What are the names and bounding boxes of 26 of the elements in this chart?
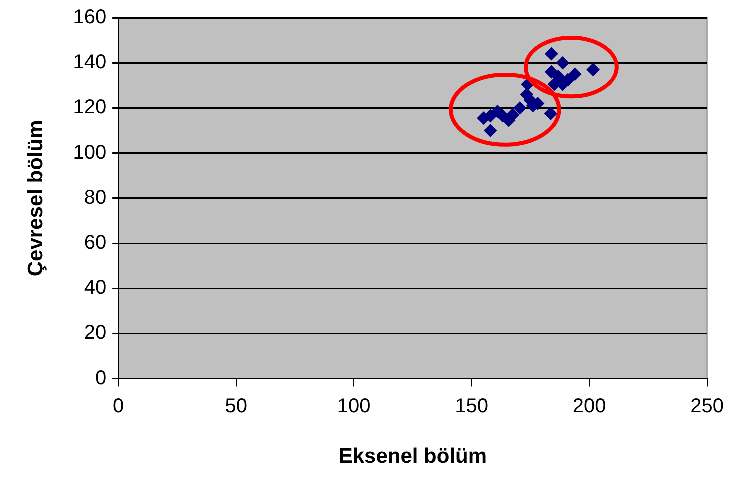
x-tick-label: 200 <box>572 395 606 418</box>
point <box>568 68 582 81</box>
y-axis-title: Çevresel bölüm <box>24 120 48 277</box>
point <box>477 112 490 125</box>
point <box>586 63 600 76</box>
y-tick-label: 80 <box>84 186 107 209</box>
y-tick-label: 60 <box>84 232 107 254</box>
x-tick-label: 0 <box>113 395 124 418</box>
x-tick-label: 100 <box>337 395 371 418</box>
x-tick-label: 50 <box>225 395 248 418</box>
y-tick-label: 140 <box>73 52 107 74</box>
y-tick-label: 0 <box>95 367 107 390</box>
point <box>544 107 558 120</box>
y-tick-label: 160 <box>73 6 107 29</box>
y-tick-label: 100 <box>73 142 107 164</box>
x-axis-title: Eksenel bölüm <box>338 445 488 468</box>
point <box>484 124 498 138</box>
y-tick-label: 120 <box>73 96 107 119</box>
x-tick-label: 150 <box>455 395 489 418</box>
y-tick-label: 20 <box>84 322 107 344</box>
point <box>545 48 558 61</box>
point <box>514 102 527 115</box>
x-tick-label: 250 <box>690 395 724 418</box>
point <box>496 110 510 123</box>
point <box>556 56 570 70</box>
y-tick-label: 40 <box>84 277 107 300</box>
